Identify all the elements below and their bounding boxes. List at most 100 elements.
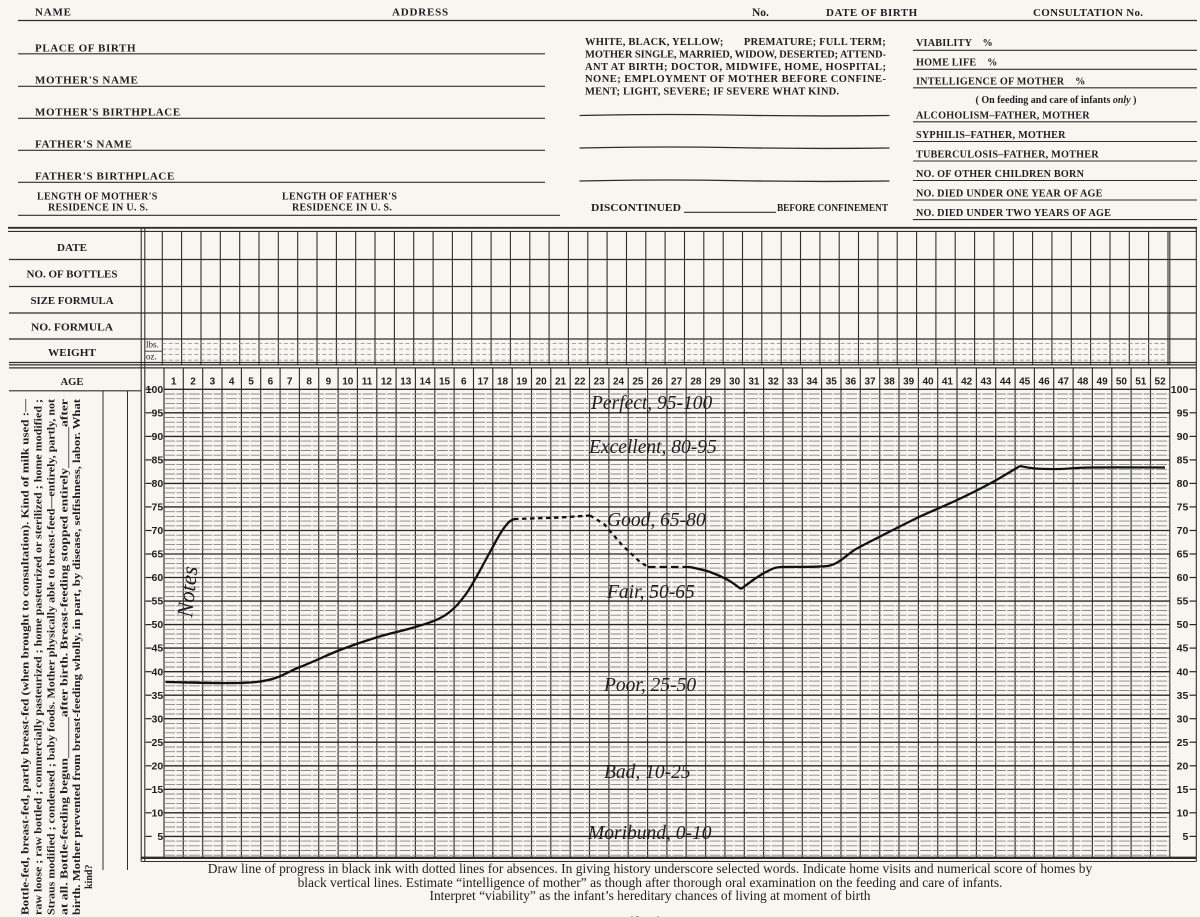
svg-text:FATHER'S NAME: FATHER'S NAME (35, 139, 133, 151)
svg-text:39: 39 (903, 376, 915, 387)
svg-text:LENGTH OF FATHER'S: LENGTH OF FATHER'S (282, 192, 397, 203)
svg-text:13: 13 (400, 376, 412, 387)
svg-text:oz.: oz. (146, 352, 157, 362)
svg-text:10: 10 (152, 807, 164, 819)
svg-text:27: 27 (671, 376, 683, 387)
svg-text:10: 10 (342, 376, 354, 387)
svg-text:( On feeding and care of infan: ( On feeding and care of infants only ) (976, 95, 1137, 106)
svg-text:85: 85 (152, 455, 164, 467)
svg-text:38: 38 (884, 376, 896, 387)
svg-text:48: 48 (1077, 376, 1089, 387)
svg-text:18: 18 (497, 376, 509, 387)
svg-text:Moribund, 0-10: Moribund, 0-10 (587, 823, 712, 844)
svg-text:CONSULTATION No.: CONSULTATION No. (1033, 7, 1143, 19)
svg-text:LENGTH OF MOTHER'S: LENGTH OF MOTHER'S (37, 192, 158, 203)
svg-text:15: 15 (439, 376, 451, 387)
svg-text:42: 42 (961, 376, 973, 387)
svg-text:47: 47 (1058, 376, 1070, 387)
svg-text:30: 30 (729, 376, 741, 387)
svg-text:DATE: DATE (57, 242, 87, 254)
svg-text:5: 5 (248, 376, 254, 387)
svg-text:25: 25 (632, 376, 644, 387)
svg-text:30: 30 (152, 713, 164, 725)
svg-text:75: 75 (1177, 502, 1189, 514)
svg-text:33: 33 (787, 376, 799, 387)
svg-text:Good, 65-80: Good, 65-80 (607, 510, 706, 531)
svg-text:25: 25 (1177, 737, 1189, 749)
svg-text:WEIGHT: WEIGHT (48, 347, 97, 359)
svg-text:43: 43 (980, 376, 992, 387)
svg-text:26: 26 (652, 376, 664, 387)
svg-text:Interpret “viability” as the i: Interpret “viability” as the infant’s he… (429, 888, 870, 903)
svg-text:25: 25 (152, 737, 164, 749)
svg-text:6: 6 (268, 376, 274, 387)
svg-text:85: 85 (1177, 455, 1189, 467)
svg-text:6: 6 (461, 376, 467, 387)
svg-text:FATHER'S BIRTHPLACE: FATHER'S BIRTHPLACE (35, 171, 175, 183)
svg-text:51: 51 (1135, 376, 1147, 387)
svg-text:45: 45 (1019, 376, 1031, 387)
svg-text:2: 2 (190, 376, 196, 387)
svg-text:SIZE FORMULA: SIZE FORMULA (31, 295, 114, 307)
svg-text:15: 15 (1177, 784, 1189, 796)
svg-text:30: 30 (1177, 713, 1189, 725)
svg-text:raw loose ; raw bottled ; comm: raw loose ; raw bottled ; commercially p… (34, 399, 45, 915)
svg-text:55: 55 (1177, 596, 1189, 608)
svg-text:35: 35 (152, 690, 164, 702)
svg-text:PLACE OF BIRTH: PLACE OF BIRTH (35, 43, 136, 55)
svg-text:7: 7 (287, 376, 293, 387)
svg-text:INTELLIGENCE OF MOTHER %: INTELLIGENCE OF MOTHER % (916, 77, 1086, 88)
svg-text:1: 1 (171, 376, 177, 387)
svg-text:36: 36 (845, 376, 857, 387)
svg-text:32: 32 (768, 376, 780, 387)
svg-text:65: 65 (1177, 549, 1189, 561)
svg-text:29: 29 (710, 376, 722, 387)
svg-text:24: 24 (613, 376, 625, 387)
svg-text:5: 5 (1182, 831, 1188, 843)
svg-text:VIABILITY %: VIABILITY % (916, 38, 993, 49)
svg-text:50: 50 (1116, 376, 1128, 387)
svg-text:Poor, 25-50: Poor, 25-50 (603, 675, 696, 696)
svg-text:11: 11 (362, 376, 373, 387)
svg-text:20: 20 (536, 376, 548, 387)
svg-text:65: 65 (152, 549, 164, 561)
svg-text:NO. OF BOTTLES: NO. OF BOTTLES (27, 269, 118, 281)
svg-text:20: 20 (152, 760, 164, 772)
svg-text:Excellent, 80-95: Excellent, 80-95 (588, 437, 717, 458)
svg-text:35: 35 (826, 376, 838, 387)
svg-text:35: 35 (1177, 690, 1189, 702)
svg-text:10: 10 (1177, 807, 1189, 819)
svg-text:70: 70 (1177, 525, 1189, 537)
svg-text:40: 40 (152, 666, 164, 678)
svg-text:90: 90 (1177, 431, 1189, 443)
svg-text:Notes: Notes (172, 565, 202, 620)
svg-text:Straus modified ; condensed ;: Straus modified ; condensed ; baby foods… (47, 398, 58, 915)
svg-text:Fair, 50-65: Fair, 50-65 (606, 582, 695, 603)
svg-text:60: 60 (152, 572, 164, 584)
svg-text:14: 14 (420, 376, 432, 387)
svg-text:Draw line of progress in black: Draw line of progress in black ink with … (208, 861, 1093, 876)
svg-text:19: 19 (516, 376, 528, 387)
svg-text:MOTHER'S BIRTHPLACE: MOTHER'S BIRTHPLACE (35, 107, 181, 119)
svg-text:70: 70 (152, 525, 164, 537)
svg-text:NO. DIED UNDER TWO YEARS OF AG: NO. DIED UNDER TWO YEARS OF AGE (916, 208, 1111, 219)
svg-text:No.: No. (752, 7, 769, 19)
svg-text:Perfect, 95-100: Perfect, 95-100 (590, 393, 713, 414)
svg-text:45: 45 (1177, 643, 1189, 655)
svg-text:17: 17 (478, 376, 490, 387)
svg-text:45: 45 (152, 643, 164, 655)
svg-text:(Over): (Over) (629, 913, 661, 917)
svg-text:52: 52 (1155, 376, 1167, 387)
svg-text:80: 80 (1177, 478, 1189, 490)
svg-text:40: 40 (922, 376, 934, 387)
svg-text:4: 4 (229, 376, 235, 387)
svg-text:birth. Mother prevented from: birth. Mother prevented from breast-feed… (72, 398, 83, 915)
svg-text:NAME: NAME (35, 7, 72, 19)
svg-text:31: 31 (748, 376, 760, 387)
svg-text:80: 80 (152, 478, 164, 490)
svg-text:28: 28 (690, 376, 702, 387)
svg-text:34: 34 (806, 376, 818, 387)
svg-text:lbs.: lbs. (146, 340, 159, 350)
svg-text:46: 46 (1039, 376, 1051, 387)
svg-text:DISCONTINUED: DISCONTINUED (591, 203, 681, 214)
